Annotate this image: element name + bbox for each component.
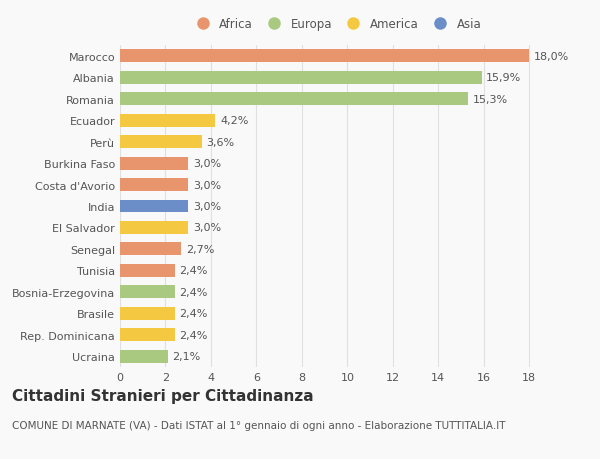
Text: 2,7%: 2,7% bbox=[186, 244, 214, 254]
Bar bbox=[120, 243, 181, 256]
Bar bbox=[120, 307, 175, 320]
Text: 2,4%: 2,4% bbox=[179, 266, 208, 276]
Bar bbox=[120, 222, 188, 235]
Bar bbox=[120, 136, 202, 149]
Bar bbox=[120, 50, 529, 63]
Text: 18,0%: 18,0% bbox=[534, 51, 569, 62]
Legend: Africa, Europa, America, Asia: Africa, Europa, America, Asia bbox=[188, 16, 484, 34]
Text: 3,0%: 3,0% bbox=[193, 180, 221, 190]
Text: 15,9%: 15,9% bbox=[486, 73, 521, 83]
Text: 2,4%: 2,4% bbox=[179, 287, 208, 297]
Text: 2,1%: 2,1% bbox=[172, 352, 200, 362]
Text: 15,3%: 15,3% bbox=[472, 95, 508, 105]
Text: 2,4%: 2,4% bbox=[179, 330, 208, 340]
Text: 4,2%: 4,2% bbox=[220, 116, 248, 126]
Bar bbox=[120, 200, 188, 213]
Bar bbox=[120, 350, 168, 363]
Bar bbox=[120, 157, 188, 170]
Bar bbox=[120, 72, 482, 84]
Text: Cittadini Stranieri per Cittadinanza: Cittadini Stranieri per Cittadinanza bbox=[12, 388, 314, 403]
Text: 2,4%: 2,4% bbox=[179, 308, 208, 319]
Bar bbox=[120, 114, 215, 127]
Bar bbox=[120, 286, 175, 299]
Text: 3,0%: 3,0% bbox=[193, 223, 221, 233]
Text: 3,6%: 3,6% bbox=[206, 137, 235, 147]
Bar bbox=[120, 264, 175, 277]
Text: COMUNE DI MARNATE (VA) - Dati ISTAT al 1° gennaio di ogni anno - Elaborazione TU: COMUNE DI MARNATE (VA) - Dati ISTAT al 1… bbox=[12, 420, 505, 430]
Text: 3,0%: 3,0% bbox=[193, 159, 221, 169]
Bar bbox=[120, 329, 175, 341]
Text: 3,0%: 3,0% bbox=[193, 202, 221, 212]
Bar bbox=[120, 93, 468, 106]
Bar bbox=[120, 179, 188, 191]
